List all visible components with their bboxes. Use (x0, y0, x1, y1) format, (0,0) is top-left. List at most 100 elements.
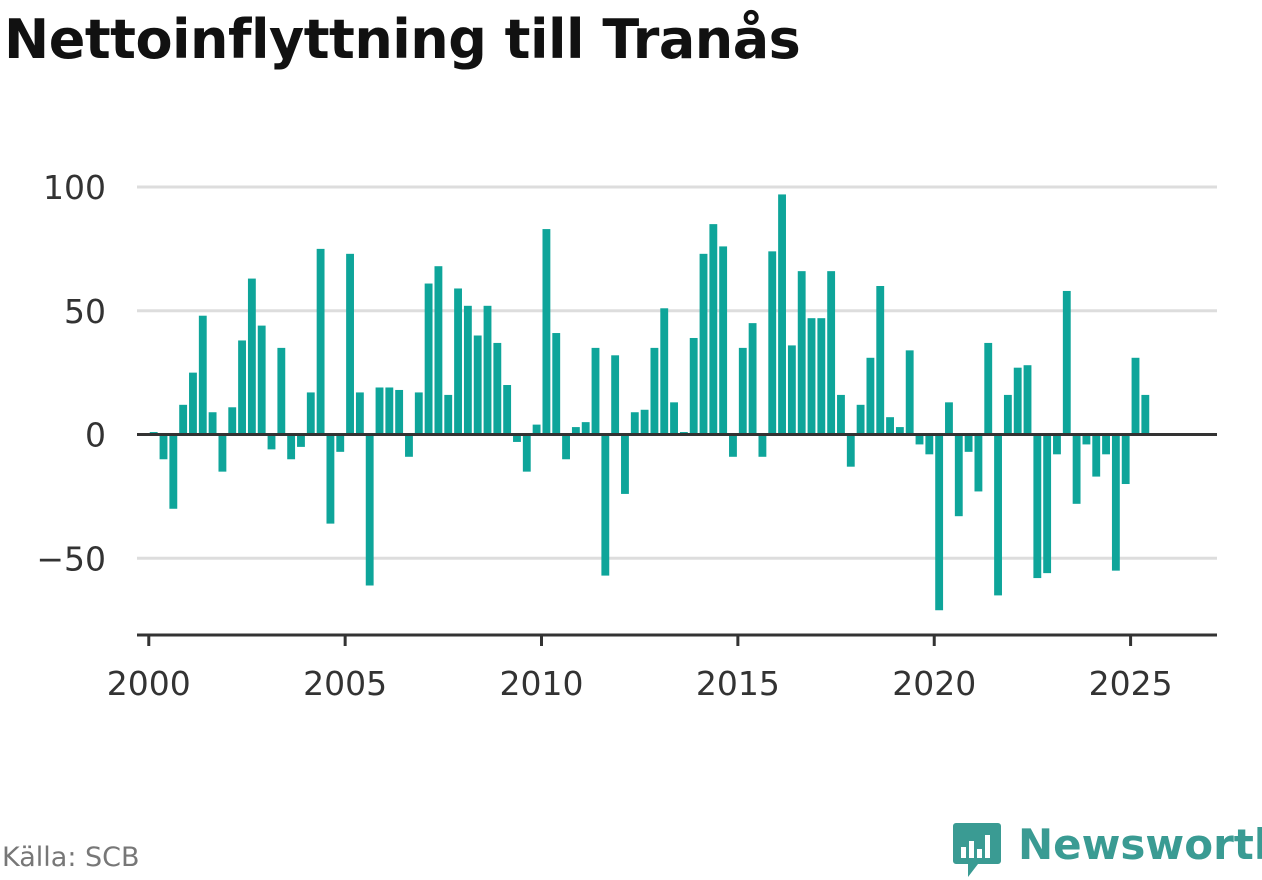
bar (768, 251, 777, 435)
bar (689, 337, 698, 435)
bar (876, 286, 885, 435)
bar (238, 340, 246, 435)
bar (660, 308, 669, 435)
bar (1102, 434, 1110, 455)
bar (532, 424, 541, 435)
bar (954, 434, 963, 517)
bar (1043, 434, 1052, 574)
y-tick-label: 50 (64, 292, 106, 331)
bar (915, 434, 924, 445)
bar (1082, 434, 1091, 445)
bar (787, 345, 796, 435)
bar (630, 412, 639, 435)
bar (846, 434, 855, 467)
source-note: Källa: SCB (2, 842, 140, 873)
bar (601, 434, 610, 576)
bar (483, 305, 492, 435)
bar (385, 387, 394, 435)
bar (974, 434, 983, 492)
bar (179, 404, 188, 435)
bar (964, 434, 973, 452)
bar (886, 417, 894, 435)
chart-title: Nettoinflyttning till Tranås (4, 8, 801, 71)
bar (257, 325, 266, 435)
bar (434, 266, 443, 435)
bar (1062, 290, 1071, 435)
bar (346, 253, 354, 435)
bar (1003, 394, 1012, 435)
newsworthy-logo-icon (953, 823, 1001, 877)
y-tick-label: 100 (43, 168, 106, 207)
bar (355, 392, 364, 435)
bar (581, 422, 590, 435)
bar (287, 434, 296, 460)
bar (247, 278, 256, 435)
bar (375, 387, 384, 435)
bar (621, 434, 629, 494)
bar (552, 333, 561, 435)
bar (218, 434, 227, 472)
bar (493, 342, 502, 435)
bar (542, 229, 551, 435)
brand: Newsworthy (950, 818, 1262, 880)
bar (395, 389, 404, 435)
bar (424, 283, 433, 435)
bar (591, 347, 600, 435)
bar (1053, 434, 1061, 455)
bar (1033, 434, 1042, 579)
bar (522, 434, 531, 472)
bar (1121, 434, 1130, 485)
bar (866, 357, 875, 435)
bar (326, 434, 335, 524)
bar (709, 224, 718, 435)
bar (935, 434, 944, 611)
bar (571, 427, 580, 435)
bar (1111, 434, 1120, 571)
bar (1072, 434, 1081, 504)
bar (994, 434, 1002, 596)
bar (670, 402, 678, 435)
bar (1141, 394, 1150, 435)
bar (895, 427, 904, 435)
bar (837, 394, 845, 435)
bar (267, 434, 276, 450)
bar (699, 253, 708, 435)
bar (562, 434, 570, 460)
bar (316, 248, 325, 435)
y-tick-label: 0 (85, 416, 106, 455)
bar (169, 434, 178, 509)
bar (1131, 357, 1140, 435)
x-tick-label: 2015 (696, 664, 780, 703)
bar (1092, 434, 1101, 477)
bar (503, 385, 512, 435)
bar (719, 246, 728, 435)
bar (454, 288, 462, 435)
bar (189, 372, 197, 435)
bar (513, 434, 521, 442)
bar (758, 434, 767, 457)
bar (611, 355, 620, 435)
bar (807, 318, 816, 435)
bar (228, 407, 237, 435)
axes (137, 433, 1217, 646)
bar (336, 434, 345, 452)
bar (306, 392, 315, 435)
bar (277, 347, 286, 435)
bar-chart: −50 0 50 100 2000 2005 2010 2015 2020 2025 (36, 168, 1217, 703)
bar (856, 404, 865, 435)
bar (444, 394, 453, 435)
bar (297, 434, 305, 447)
bar (198, 315, 207, 435)
bar (738, 347, 747, 435)
bar (945, 402, 953, 435)
bar (640, 409, 649, 435)
x-tick-labels: 2000 2005 2010 2015 2020 2025 (107, 664, 1173, 703)
bar (414, 392, 423, 435)
bars (149, 194, 1150, 611)
bar (365, 434, 374, 586)
bar (405, 434, 413, 457)
bar (208, 412, 217, 435)
bar (473, 335, 482, 435)
x-tick-label: 2005 (303, 664, 387, 703)
bar (463, 305, 472, 435)
